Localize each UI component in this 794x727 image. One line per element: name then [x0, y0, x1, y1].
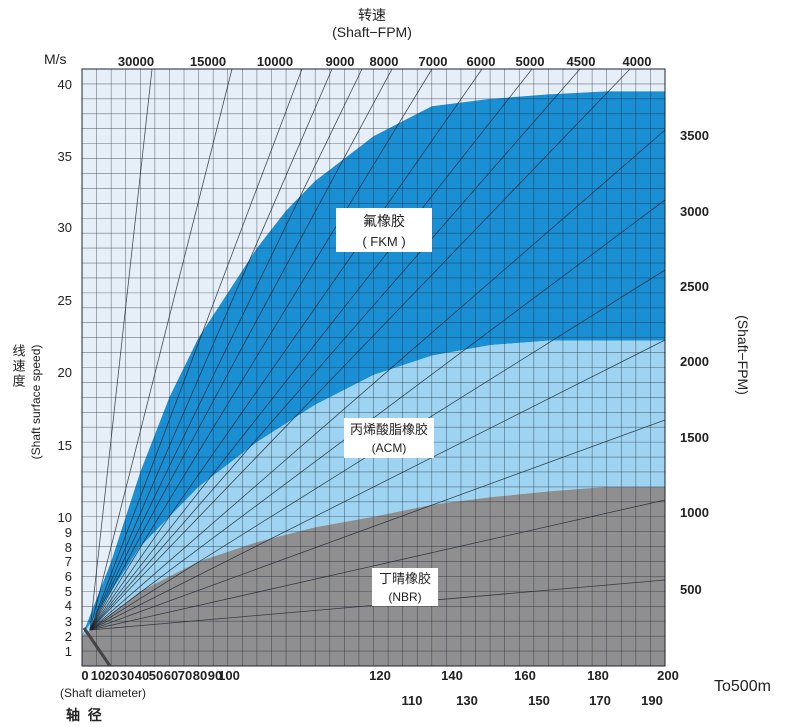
- fpm-ray-3: [89, 339, 666, 631]
- x-tick-200: 200: [657, 668, 679, 683]
- y-tick-25: 25: [58, 293, 72, 308]
- x-tick2-170: 170: [589, 693, 611, 708]
- x-tick-20: 20: [105, 668, 119, 683]
- fpm-tick-1000: 1000: [680, 505, 709, 520]
- x-tick-140: 140: [441, 668, 463, 683]
- fpm-tick-2000: 2000: [680, 354, 709, 369]
- fpm-tick-3500: 3500: [680, 128, 709, 143]
- y-tick-30: 30: [58, 220, 72, 235]
- fkm-label-box: [336, 208, 432, 252]
- x-tick-120: 120: [369, 668, 391, 683]
- fpm-tick-2500: 2500: [680, 279, 709, 294]
- x-tick-100: 100: [218, 668, 240, 683]
- y-axis-label: 线速度: [11, 344, 26, 389]
- x-tick-160: 160: [514, 668, 536, 683]
- nbr-label-box: [372, 568, 438, 606]
- rpm-ray-8: [89, 68, 533, 631]
- y-tick-8: 8: [65, 540, 72, 555]
- rpm-label-6000: 6000: [467, 54, 496, 69]
- x-tick-30: 30: [120, 668, 134, 683]
- rpm-ray-10: [89, 68, 631, 631]
- x-tick2-190: 190: [641, 693, 663, 708]
- rpm-ray-6: [89, 68, 433, 631]
- nbr-label: 丁晴橡胶: [379, 571, 431, 586]
- x-extra-label: To500m: [714, 678, 771, 695]
- rpm-rays: [82, 68, 666, 667]
- fkm-label-en: ( FKM ): [362, 234, 405, 249]
- x-axis-label: 轴 径: [66, 707, 102, 723]
- rpm-label-10000: 10000: [257, 54, 293, 69]
- acm-label: 丙烯酸脂橡胶: [350, 422, 428, 437]
- rpm-ray-2: [89, 68, 303, 631]
- x-tick2-150: 150: [528, 693, 550, 708]
- y-tick-2: 2: [65, 629, 72, 644]
- y-tick-7: 7: [65, 554, 72, 569]
- x-tick-90: 90: [208, 668, 222, 683]
- rpm-ray-9: [89, 68, 581, 631]
- rpm-label-30000: 30000: [118, 54, 154, 69]
- fpm-tick-3000: 3000: [680, 204, 709, 219]
- fpm-ray-4: [89, 419, 666, 631]
- x-tick-10: 10: [91, 668, 105, 683]
- chart-title: 转速: [358, 7, 386, 23]
- rpm-ray-3: [89, 68, 333, 631]
- fpm-ray-5: [89, 499, 666, 631]
- rpm-label-4000: 4000: [623, 54, 652, 69]
- origin-stub: [82, 627, 112, 667]
- rpm-label-8000: 8000: [370, 54, 399, 69]
- y-tick-20: 20: [58, 365, 72, 380]
- y-tick-3: 3: [65, 614, 72, 629]
- x-tick-40: 40: [135, 668, 149, 683]
- rpm-ray-4: [89, 68, 363, 631]
- x-tick-180: 180: [587, 668, 609, 683]
- chart-subtitle: (Shaft−FPM): [332, 24, 412, 40]
- rpm-ray-1: [89, 68, 233, 631]
- rpm-label-4500: 4500: [567, 54, 596, 69]
- fpm-tick-500: 500: [680, 582, 702, 597]
- x-tick-80: 80: [193, 668, 207, 683]
- rpm-label-7000: 7000: [419, 54, 448, 69]
- x-tick2-110: 110: [402, 693, 423, 708]
- fpm-ray-0: [89, 129, 666, 631]
- y-axis-label-en: (Shaft surface speed): [29, 345, 43, 460]
- plot-frame: [81, 68, 666, 667]
- x-tick-50: 50: [149, 668, 163, 683]
- x-tick-60: 60: [164, 668, 178, 683]
- y-tick-5: 5: [65, 584, 72, 599]
- x-tick-0: 0: [81, 668, 88, 683]
- right-axis-label: (Shaft−FPM): [735, 315, 751, 395]
- x-tick2-130: 130: [456, 693, 478, 708]
- y-unit-label: M/s: [44, 51, 67, 67]
- rpm-ray-0: [89, 68, 153, 631]
- y-tick-1: 1: [65, 644, 72, 659]
- y-tick-15: 15: [58, 438, 72, 453]
- fkm-label: 氟橡胶: [363, 213, 405, 229]
- y-tick-10: 10: [58, 510, 72, 525]
- rpm-label-15000: 15000: [190, 54, 226, 69]
- y-tick-35: 35: [58, 149, 72, 164]
- rpm-label-9000: 9000: [326, 54, 355, 69]
- acm-label-box: [344, 418, 434, 458]
- y-tick-9: 9: [65, 525, 72, 540]
- y-tick-4: 4: [65, 598, 72, 613]
- rpm-ray-5: [89, 68, 393, 631]
- rpm-label-5000: 5000: [516, 54, 545, 69]
- nbr-label-en: (NBR): [388, 590, 421, 604]
- rpm-ray-7: [89, 68, 483, 631]
- y-tick-6: 6: [65, 569, 72, 584]
- y-tick-40: 40: [58, 77, 72, 92]
- x-tick-70: 70: [178, 668, 192, 683]
- acm-label-en: (ACM): [372, 441, 407, 455]
- series-labels: 氟橡胶 ( FKM ) 丙烯酸脂橡胶 (ACM) 丁晴橡胶 (NBR): [336, 208, 438, 606]
- fpm-tick-1500: 1500: [680, 430, 709, 445]
- x-axis-label-en: (Shaft diameter): [60, 686, 146, 700]
- fpm-ray-1: [89, 199, 666, 631]
- grid: [81, 68, 666, 667]
